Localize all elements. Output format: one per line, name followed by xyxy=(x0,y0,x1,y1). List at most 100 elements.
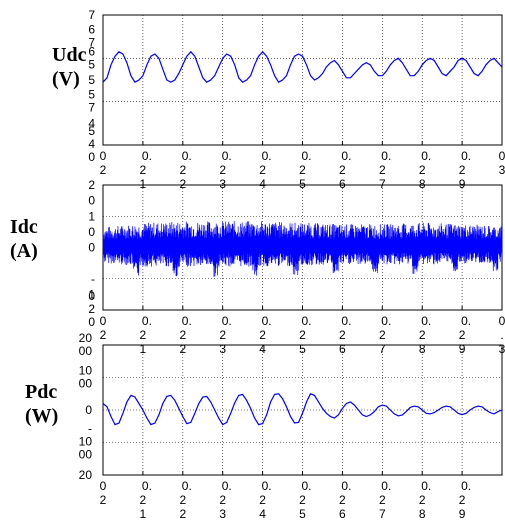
pdc-xtick-line: 6 xyxy=(339,507,346,521)
udc-xtick-line: 2 xyxy=(299,163,306,177)
udc-ylabel-line1: Udc xyxy=(52,44,87,66)
udc-ytick-line: 0 xyxy=(88,150,95,164)
idc-xtick-label: 0. 2 5 xyxy=(299,314,311,356)
pdc-xtick-line: 2 xyxy=(219,493,226,507)
idc-ytick-line: 1 xyxy=(88,209,95,223)
udc-xtick-line: 2 xyxy=(459,163,466,177)
pdc-xtick-line: 2 xyxy=(140,493,147,507)
idc-xtick-line: 2 xyxy=(299,328,306,342)
pdc-ytick-line: 0 xyxy=(85,403,92,417)
idc-xtick-line: 0. xyxy=(222,314,232,328)
udc-series-line xyxy=(102,50,503,84)
udc-xtick-line: 2 xyxy=(100,163,107,177)
udc-xtick-line: 8 xyxy=(419,177,426,191)
udc-xtick-line: 6 xyxy=(339,177,346,191)
pdc-xtick-line: 0 xyxy=(100,479,107,493)
pdc-ytick-line: 10 xyxy=(79,364,93,378)
pdc-ylabel: Pdc (W) xyxy=(25,380,85,428)
pdc-xtick-line: 1 xyxy=(140,507,147,521)
idc-ytick-line: 0 xyxy=(88,289,95,303)
idc-series-ripple xyxy=(102,221,503,277)
idc-xtick-line: 2 xyxy=(179,328,186,342)
pdc-xtick-line: 0. xyxy=(142,479,152,493)
udc-xtick-line: 2 xyxy=(379,163,386,177)
udc-xtick-label: 0. 2 9 xyxy=(459,149,471,191)
udc-ytick-line: 7 xyxy=(88,36,95,50)
idc-ytick-label: 1 xyxy=(88,287,95,301)
pdc-ylabel-line2: (W) xyxy=(25,405,59,427)
idc-ytick-label: 0 xyxy=(88,241,95,255)
pdc-xtick-label: 0. 2 4 xyxy=(259,479,271,521)
idc-ytick-line: 2 xyxy=(88,302,95,316)
udc-xtick-line: 9 xyxy=(459,177,466,191)
udc-ytick-label: 7 xyxy=(88,8,95,22)
udc-ytick-line: 5 xyxy=(88,73,95,87)
idc-xtick-line: 2 xyxy=(100,328,107,342)
idc-xtick-line: 0. xyxy=(182,314,192,328)
idc-ytick-label: 0 xyxy=(88,225,95,239)
pdc-ytick-label: 10 00 xyxy=(79,364,93,391)
pdc-xtick-line: 0. xyxy=(301,479,311,493)
idc-xtick-label: 0. 2 3 xyxy=(219,314,231,356)
udc-ytick-label: 5 xyxy=(88,73,95,87)
udc-xtick-line: 2 xyxy=(259,163,266,177)
udc-xtick-line: 3 xyxy=(499,163,505,177)
pdc-xtick-line: 2 xyxy=(459,493,466,507)
pdc-xtick-line: 9 xyxy=(459,507,466,521)
udc-xtick-line: 7 xyxy=(379,177,386,191)
pdc-xtick-line: 2 xyxy=(339,493,346,507)
pdc-xtick-line: 2 xyxy=(379,493,386,507)
idc-ytick-line: 2 xyxy=(88,178,95,192)
idc-ytick-line: - xyxy=(91,272,95,286)
idc-ytick-line: 0 xyxy=(88,194,95,208)
udc-xtick-line: 2 xyxy=(179,163,186,177)
udc-ytick-line: 7 xyxy=(88,8,95,22)
udc-xtick-line: 2 xyxy=(419,163,426,177)
udc-xtick-label: 0. 2 3 xyxy=(219,149,231,191)
udc-xtick-label: 0. 2 4 xyxy=(259,149,271,191)
idc-ytick-label: - xyxy=(91,272,95,286)
pdc-ytick-line: 20 xyxy=(79,468,93,482)
pdc-series-line xyxy=(102,393,503,426)
udc-xtick-label: 0. 2 7 xyxy=(379,149,391,191)
udc-xtick-line: 2 xyxy=(339,163,346,177)
idc-xtick-line: 0 xyxy=(100,314,107,328)
udc-ytick-line: 5 xyxy=(88,124,95,138)
udc-ytick-label: 4 xyxy=(88,116,95,130)
udc-xtick-label: 0. 2 8 xyxy=(419,149,431,191)
idc-xtick-label: 0. 2 2 xyxy=(179,314,191,356)
pdc-xtick-label: 0. 2 6 xyxy=(339,479,351,521)
udc-xtick-line: 5 xyxy=(299,177,306,191)
idc-xtick-line: 2 xyxy=(419,328,426,342)
idc-ytick-line: 0 xyxy=(88,225,95,239)
idc-xtick-label: 0. 2 9 xyxy=(459,314,471,356)
idc-ytick-label: 2 xyxy=(88,178,95,192)
udc-ytick-line: 4 xyxy=(88,116,95,130)
udc-xtick-line: 0. xyxy=(182,149,192,163)
udc-xtick-line: 0. xyxy=(461,149,471,163)
udc-xtick-line: 0. xyxy=(421,149,431,163)
pdc-ytick-line: 00 xyxy=(79,344,93,358)
udc-xtick-line: 1 xyxy=(140,177,147,191)
idc-xtick-line: 2 xyxy=(259,328,266,342)
pdc-ytick-line: 00 xyxy=(79,377,93,391)
pdc-xtick-line: 2 xyxy=(100,493,107,507)
pdc-xtick-line: 8 xyxy=(419,507,426,521)
pdc-xtick-label: 0. 2 3 xyxy=(219,479,231,521)
pdc-xtick-line: 2 xyxy=(259,493,266,507)
udc-ytick-line: 6 xyxy=(88,44,95,58)
udc-xtick-line: 0. xyxy=(341,149,351,163)
pdc-xtick-label: 0. 2 7 xyxy=(379,479,391,521)
pdc-ytick-line: - xyxy=(88,422,92,436)
idc-xtick-line: 0. xyxy=(262,314,272,328)
pdc-xtick-line: 5 xyxy=(299,507,306,521)
idc-ytick-label: 0 xyxy=(88,194,95,208)
udc-xtick-line: 4 xyxy=(259,177,266,191)
pdc-xtick-line: 2 xyxy=(179,507,186,521)
udc-ytick-line: 7 xyxy=(88,101,95,115)
